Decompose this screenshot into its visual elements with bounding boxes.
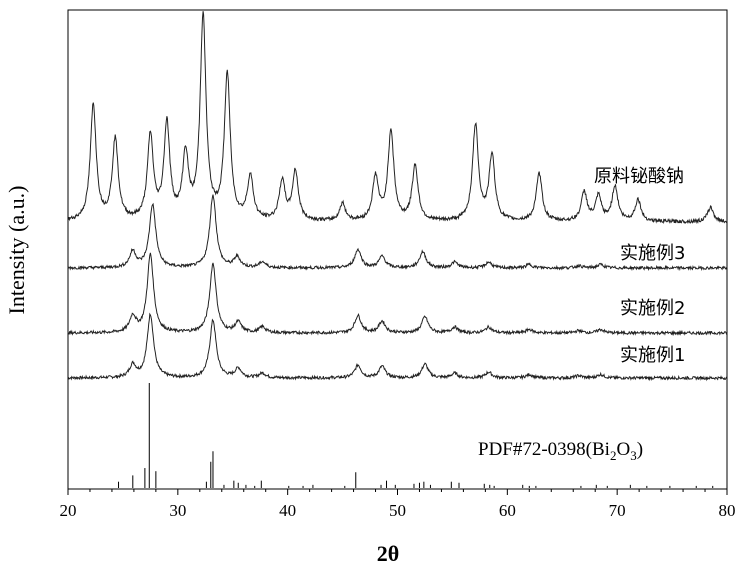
reference-label-end: ): [637, 439, 643, 460]
xrd-series-curve: [68, 11, 727, 223]
y-axis-title: Intensity (a.u.): [4, 186, 29, 315]
series-label-ex3: 实施例3: [620, 243, 685, 264]
reference-label: PDF#72-0398(Bi2O3): [478, 439, 643, 463]
series-label-ex1: 实施例1: [620, 345, 685, 366]
x-axis-tick-labels: 20 30 40 50 60 70 80: [60, 501, 736, 520]
x-tick-label: 50: [389, 501, 406, 520]
xrd-curves: [68, 11, 727, 379]
x-tick-label: 40: [279, 501, 296, 520]
x-tick-label: 20: [60, 501, 77, 520]
reference-sticks: [119, 383, 713, 488]
series-label-ex2: 实施例2: [620, 298, 685, 319]
x-tick-label: 70: [609, 501, 626, 520]
x-axis-title: 2θ: [377, 541, 399, 566]
xrd-series-curve: [68, 253, 727, 335]
series-label-raw: 原料铋酸钠: [594, 166, 684, 187]
reference-label-main: PDF#72-0398(Bi: [478, 439, 610, 460]
x-tick-label: 60: [499, 501, 516, 520]
reference-label-mid: O: [616, 439, 630, 460]
x-axis-ticks: [68, 489, 727, 495]
x-tick-label: 80: [719, 501, 736, 520]
x-tick-label: 30: [169, 501, 186, 520]
